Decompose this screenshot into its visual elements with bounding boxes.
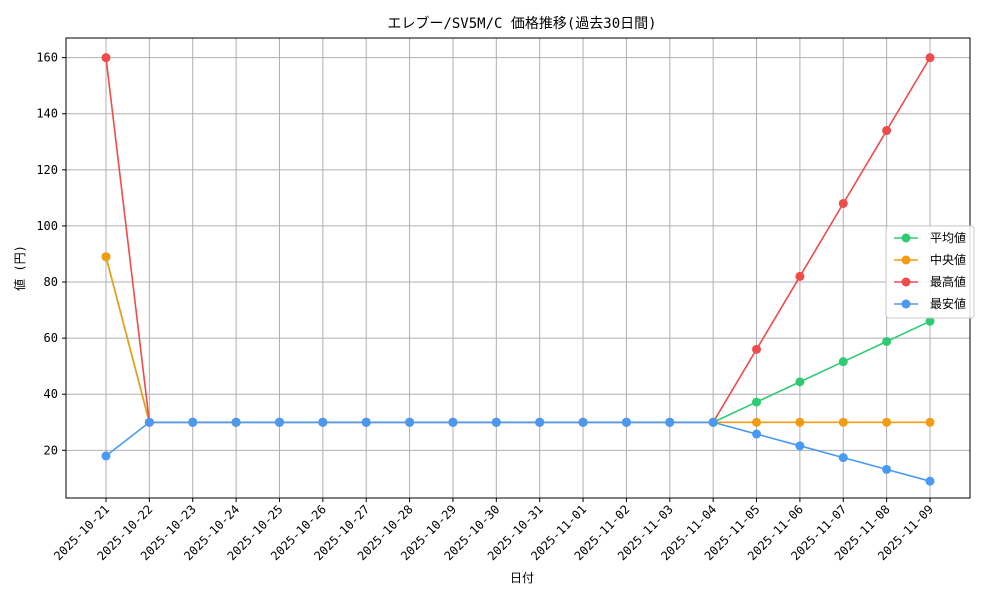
legend-marker	[901, 233, 911, 243]
legend-label: 平均値	[930, 230, 966, 245]
data-point	[101, 451, 111, 461]
y-tick-label: 140	[36, 107, 58, 121]
data-point	[318, 417, 328, 427]
series-4	[101, 417, 935, 486]
data-point	[882, 336, 892, 346]
data-point	[448, 417, 458, 427]
data-point	[882, 126, 892, 136]
legend-marker	[901, 255, 911, 265]
data-point	[925, 417, 935, 427]
y-tick-label: 20	[44, 443, 58, 457]
data-point	[882, 464, 892, 474]
data-point	[838, 417, 848, 427]
legend-box	[885, 225, 975, 319]
data-point	[405, 417, 415, 427]
data-point	[188, 417, 198, 427]
data-point	[578, 417, 588, 427]
data-point	[231, 417, 241, 427]
legend-item: 最安値	[894, 296, 966, 311]
y-tick-label: 120	[36, 163, 58, 177]
data-point	[708, 417, 718, 427]
y-tick-label: 40	[44, 387, 58, 401]
legend-marker	[901, 277, 911, 287]
y-tick-label: 100	[36, 219, 58, 233]
legend-item: 中央値	[894, 252, 966, 267]
data-point	[101, 53, 111, 63]
data-point	[101, 252, 111, 262]
legend-label: 最高値	[930, 274, 966, 289]
data-point	[752, 344, 762, 354]
data-point	[795, 377, 805, 387]
data-point	[535, 417, 545, 427]
legend-label: 最安値	[930, 296, 966, 311]
data-point	[925, 476, 935, 486]
y-tick-label: 160	[36, 51, 58, 65]
data-point	[621, 417, 631, 427]
data-point	[795, 441, 805, 451]
data-point	[925, 53, 935, 63]
x-axis-label: 日付	[510, 571, 534, 585]
legend-marker	[901, 299, 911, 309]
data-point	[925, 316, 935, 326]
legend-item: 平均値	[894, 230, 966, 245]
data-point	[838, 357, 848, 367]
y-tick-label: 80	[44, 275, 58, 289]
series-line	[105, 421, 931, 482]
data-point	[752, 417, 762, 427]
data-point	[144, 417, 154, 427]
data-point	[274, 417, 284, 427]
data-point	[838, 198, 848, 208]
data-point	[795, 417, 805, 427]
data-point	[795, 271, 805, 281]
chart-title: エレブー/SV5M/C 価格推移(過去30日間)	[387, 15, 656, 32]
legend-item: 最高値	[894, 274, 966, 289]
data-point	[752, 429, 762, 439]
data-point	[361, 417, 371, 427]
series-group	[101, 53, 935, 486]
data-point	[491, 417, 501, 427]
data-point	[882, 417, 892, 427]
data-point	[752, 397, 762, 407]
legend-label: 中央値	[930, 252, 966, 267]
data-point	[838, 453, 848, 463]
data-point	[665, 417, 675, 427]
y-tick-label: 60	[44, 331, 58, 345]
y-axis-label: 値 (円)	[12, 245, 27, 291]
